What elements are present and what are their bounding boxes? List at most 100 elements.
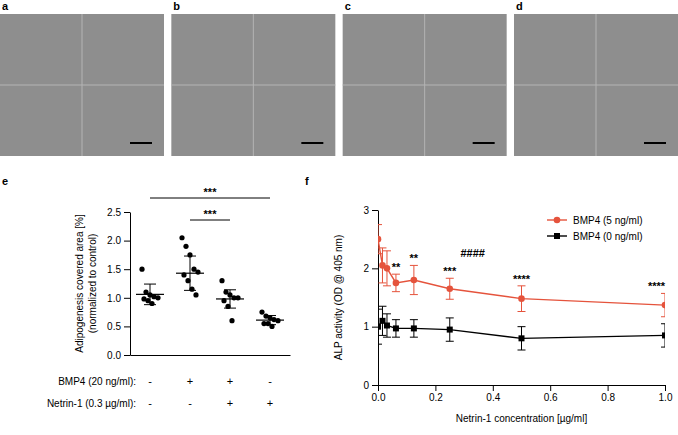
condition-value: + xyxy=(267,397,273,409)
significance-label: ** xyxy=(410,252,419,264)
tile-seam xyxy=(514,85,678,86)
x-axis-line xyxy=(131,355,291,356)
error-cap xyxy=(410,319,418,320)
y-tick: 1 xyxy=(363,321,378,332)
x-axis xyxy=(131,355,291,357)
error-cap xyxy=(661,323,665,324)
data-point xyxy=(193,292,198,297)
condition-value: + xyxy=(227,375,233,387)
error-cap xyxy=(518,311,526,312)
error-cap xyxy=(378,282,386,283)
y-tick: 1.0 xyxy=(107,293,130,304)
error-bar xyxy=(230,290,231,308)
x-tick-mark xyxy=(550,385,551,391)
data-point xyxy=(384,323,390,329)
x-axis-line xyxy=(379,385,666,386)
x-tick-label: 0.6 xyxy=(544,392,558,403)
data-point xyxy=(183,244,188,249)
data-point xyxy=(393,280,400,287)
micrograph: d xyxy=(514,0,678,156)
data-point xyxy=(139,267,144,272)
error-cap xyxy=(661,293,665,294)
panel-label: a xyxy=(2,0,9,12)
legend-label: BMP4 (0 ng/ml) xyxy=(573,231,642,242)
error-cap xyxy=(392,337,400,338)
data-point xyxy=(259,310,264,315)
y-tick-mark xyxy=(372,327,378,328)
y-tick: 0.0 xyxy=(107,350,130,361)
condition-table: BMP4 (20 ng/ml): - + + - Netrin-1 (0.3 µg/ml)… xyxy=(47,375,273,409)
y-axis: 0.00.51.01.52.02.5 xyxy=(107,207,130,361)
condition-value: - xyxy=(148,397,152,409)
x-tick-label: 1.0 xyxy=(659,392,673,403)
panel-f: f01230.00.20.40.60.81.0Netrin-1 concentr… xyxy=(305,175,673,424)
micrograph: a xyxy=(0,0,164,156)
error-cap xyxy=(378,344,382,345)
error-cap xyxy=(378,309,382,310)
y-axis-line xyxy=(130,213,131,356)
x-tick: 1.0 xyxy=(659,385,673,403)
data-point xyxy=(519,335,525,341)
panel-label: b xyxy=(173,0,180,12)
y-tick: 2.0 xyxy=(107,235,130,246)
x-tick-label: 0.8 xyxy=(601,392,615,403)
scale-bar xyxy=(301,142,323,144)
y-tick-mark xyxy=(372,210,378,211)
error-cap xyxy=(224,308,236,309)
legend-marker xyxy=(554,233,560,239)
error-cap xyxy=(264,315,276,316)
significance-label: *** xyxy=(443,265,457,277)
error-cap xyxy=(392,319,400,320)
x-tick: 0.0 xyxy=(372,385,386,403)
y-tick-label: 2.0 xyxy=(107,235,121,246)
y-tick: 3 xyxy=(363,205,378,216)
micrograph-panels: abcd xyxy=(0,0,678,156)
scale-bar xyxy=(473,142,495,144)
error-cap xyxy=(224,289,236,290)
data-point xyxy=(518,295,525,302)
data-point xyxy=(155,295,160,300)
data-point xyxy=(662,332,665,338)
error-cap xyxy=(383,337,391,338)
data-point xyxy=(411,277,418,284)
legend: BMP4 (5 ng/ml)BMP4 (0 ng/ml) xyxy=(547,215,642,242)
error-cap xyxy=(392,274,400,275)
condition-label: BMP4 (20 ng/ml): xyxy=(58,376,136,387)
x-tick: 0.2 xyxy=(429,385,443,403)
plot-marks xyxy=(378,225,665,350)
x-tick-mark xyxy=(435,385,436,391)
error-cap xyxy=(410,337,418,338)
annotations: ****** xyxy=(150,186,270,220)
data-point xyxy=(447,327,453,333)
x-tick: 0.4 xyxy=(486,385,500,403)
error-cap xyxy=(264,324,276,325)
error-cap xyxy=(518,326,526,327)
significance-label: *** xyxy=(204,186,218,198)
error-cap xyxy=(410,265,418,266)
annotations: ***************#### xyxy=(392,247,666,293)
error-cap xyxy=(410,294,418,295)
y-tick-label: 3 xyxy=(363,205,369,216)
error-cap xyxy=(184,290,196,291)
data-point xyxy=(378,324,381,330)
data-point xyxy=(195,269,200,274)
panel-label: d xyxy=(516,0,523,12)
data-point xyxy=(378,236,381,243)
y-tick-label: 1.5 xyxy=(107,264,121,275)
condition-label: Netrin-1 (0.3 µg/ml): xyxy=(47,398,136,409)
y-tick: 0.5 xyxy=(107,321,130,332)
data-point xyxy=(235,295,240,300)
y-tick-mark xyxy=(124,326,130,327)
error-cap xyxy=(383,250,391,251)
error-cap xyxy=(144,284,156,285)
error-cap xyxy=(378,335,386,336)
data-point xyxy=(229,318,234,323)
plot-marks xyxy=(136,235,284,329)
panel-label: e xyxy=(2,175,8,187)
tile-seam xyxy=(171,85,335,86)
error-cap xyxy=(378,247,386,248)
condition-value: + xyxy=(227,397,233,409)
condition-value: - xyxy=(148,375,152,387)
x-axis: 0.0 0.2 0.4 0.6 0.8 1.0 xyxy=(372,385,673,403)
y-axis: 0123 xyxy=(363,205,378,391)
